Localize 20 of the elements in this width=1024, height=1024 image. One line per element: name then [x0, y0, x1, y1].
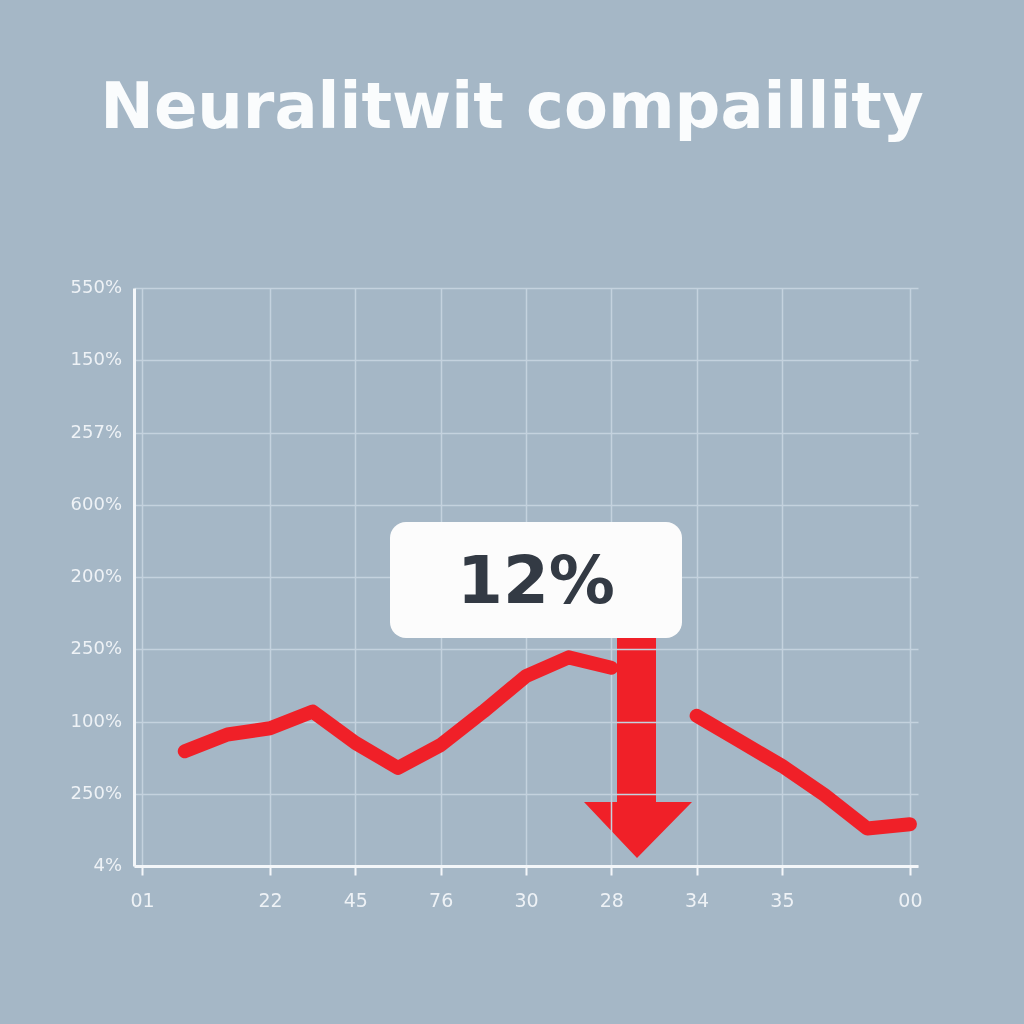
x-tick-label: 01: [130, 888, 155, 911]
text: 600%: [70, 492, 122, 514]
text: 200%: [70, 565, 122, 586]
x-tick-label: 30: [514, 888, 539, 911]
x-tick-label: 35: [770, 888, 795, 911]
text: 250%: [70, 781, 122, 803]
x-tick-label: 28: [599, 888, 624, 911]
x-tick-label: 34: [685, 888, 710, 911]
text: 12%: [390, 522, 682, 638]
x-tick-label: 00: [898, 888, 923, 911]
text: 150%: [70, 348, 122, 370]
text: 100%: [70, 709, 122, 731]
text: 550%: [70, 276, 122, 297]
x-tick-label: 45: [343, 888, 368, 911]
x-tick-label: 22: [258, 888, 283, 911]
text: 250%: [70, 637, 122, 659]
text: 257%: [70, 420, 122, 442]
text: 4%: [93, 854, 122, 875]
x-tick-label: 76: [429, 888, 454, 911]
chart-title: Neuralitwit compaillity: [100, 69, 924, 143]
